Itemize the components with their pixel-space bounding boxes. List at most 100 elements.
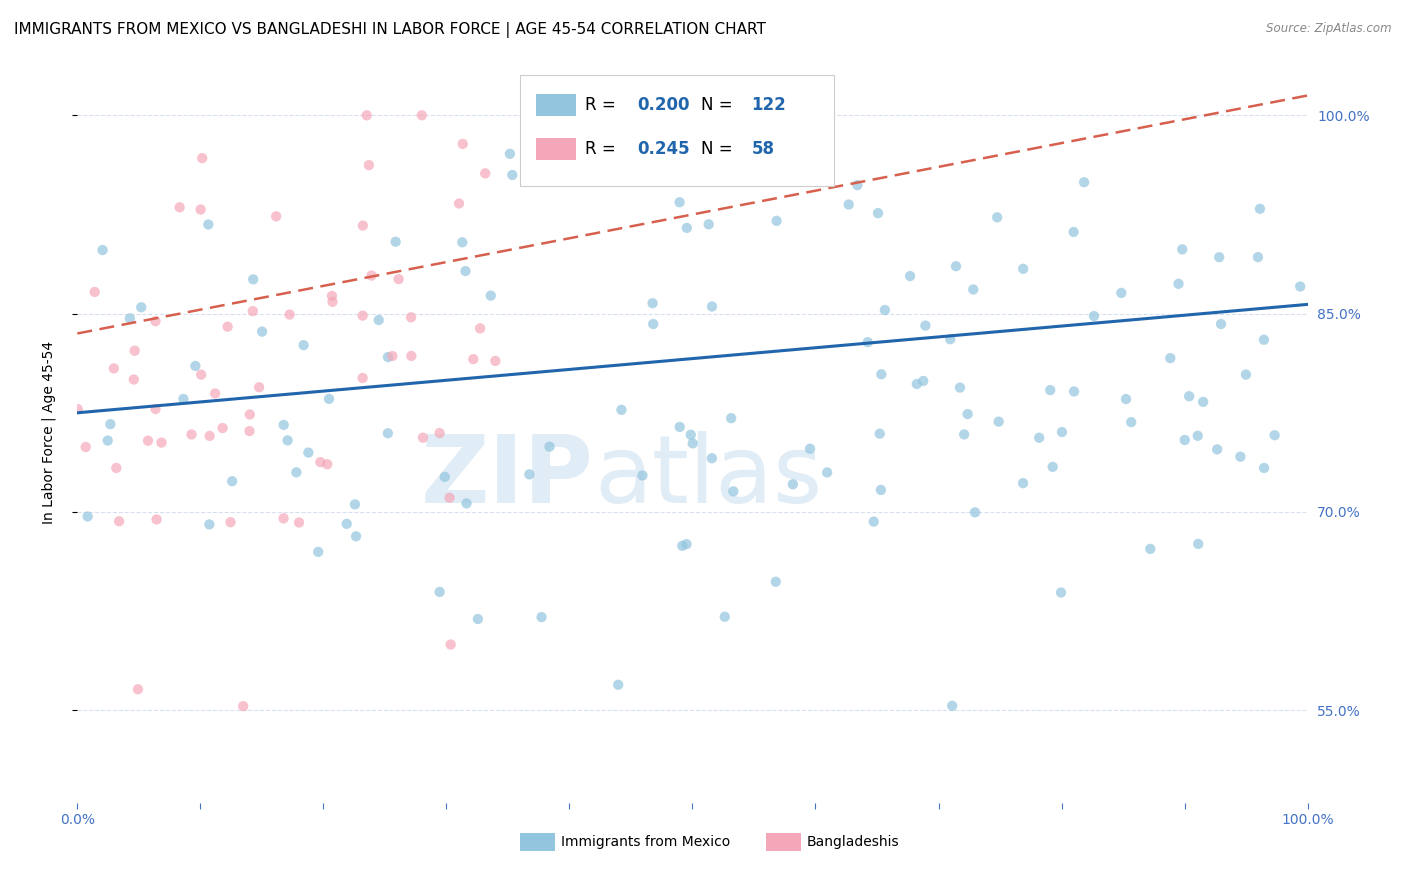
Point bbox=[273, 511, 295, 525]
Point bbox=[474, 166, 496, 180]
Bar bbox=[536, 94, 575, 116]
Point bbox=[1115, 392, 1137, 406]
Bar bbox=[536, 138, 575, 161]
Point bbox=[456, 496, 478, 510]
Point bbox=[285, 466, 308, 480]
Point bbox=[1253, 333, 1275, 347]
Point bbox=[180, 427, 202, 442]
Point bbox=[679, 427, 702, 442]
Point bbox=[401, 349, 423, 363]
Point bbox=[451, 136, 474, 151]
Point bbox=[1063, 384, 1085, 399]
Text: N =: N = bbox=[702, 95, 738, 113]
Point bbox=[307, 545, 329, 559]
Point bbox=[103, 361, 125, 376]
FancyBboxPatch shape bbox=[520, 75, 834, 186]
Point bbox=[1121, 415, 1143, 429]
Point bbox=[1247, 250, 1270, 264]
Point bbox=[641, 296, 664, 310]
Point bbox=[150, 435, 173, 450]
Point bbox=[941, 698, 963, 713]
Point bbox=[1187, 429, 1209, 443]
Point bbox=[411, 108, 433, 122]
Point bbox=[610, 402, 633, 417]
Point bbox=[1012, 261, 1035, 276]
Point bbox=[686, 95, 709, 109]
Point bbox=[1167, 277, 1189, 291]
Point bbox=[277, 434, 299, 448]
Point bbox=[242, 272, 264, 286]
Point bbox=[232, 699, 254, 714]
Point bbox=[484, 354, 506, 368]
Point bbox=[713, 609, 735, 624]
Point bbox=[1229, 450, 1251, 464]
Text: atlas: atlas bbox=[595, 431, 823, 523]
Point bbox=[352, 371, 374, 385]
Point bbox=[239, 408, 262, 422]
Text: R =: R = bbox=[585, 140, 621, 158]
Point bbox=[451, 235, 474, 250]
Text: 0.200: 0.200 bbox=[637, 95, 689, 113]
Point bbox=[399, 310, 422, 325]
Point bbox=[388, 272, 411, 286]
Point bbox=[799, 442, 821, 456]
Point bbox=[76, 509, 98, 524]
Point bbox=[700, 451, 723, 466]
Point bbox=[862, 515, 884, 529]
Point bbox=[447, 196, 470, 211]
Point bbox=[439, 491, 461, 505]
Point bbox=[377, 426, 399, 441]
Point bbox=[172, 392, 194, 406]
Point bbox=[136, 434, 159, 448]
Text: 0.245: 0.245 bbox=[637, 140, 690, 158]
Point bbox=[1050, 585, 1073, 599]
Text: 122: 122 bbox=[752, 95, 786, 113]
Point bbox=[124, 343, 146, 358]
Point bbox=[1171, 243, 1194, 257]
Point bbox=[344, 529, 367, 543]
Point bbox=[501, 168, 523, 182]
Point bbox=[321, 289, 343, 303]
Point bbox=[1012, 476, 1035, 491]
Point bbox=[870, 368, 893, 382]
Point bbox=[273, 417, 295, 432]
Point bbox=[433, 470, 456, 484]
Point bbox=[986, 211, 1008, 225]
Point bbox=[866, 206, 889, 220]
Point bbox=[198, 517, 221, 532]
Point bbox=[1083, 309, 1105, 323]
Point bbox=[211, 421, 233, 435]
Point bbox=[336, 516, 359, 531]
Point bbox=[956, 407, 979, 421]
Point bbox=[700, 300, 723, 314]
Point bbox=[765, 214, 787, 228]
Point bbox=[357, 158, 380, 172]
Point bbox=[217, 319, 239, 334]
Point bbox=[118, 311, 141, 326]
Point bbox=[75, 440, 97, 454]
Text: 58: 58 bbox=[752, 140, 775, 158]
Point bbox=[127, 682, 149, 697]
Point bbox=[682, 436, 704, 450]
Point bbox=[467, 612, 489, 626]
Point bbox=[530, 610, 553, 624]
Point bbox=[668, 195, 690, 210]
Point bbox=[184, 359, 207, 373]
Point bbox=[367, 313, 389, 327]
Point bbox=[949, 381, 972, 395]
Point bbox=[238, 424, 260, 438]
Point bbox=[838, 197, 860, 211]
Point bbox=[1042, 459, 1064, 474]
Point bbox=[129, 300, 152, 314]
Point bbox=[264, 210, 287, 224]
Point bbox=[987, 415, 1010, 429]
Point bbox=[643, 317, 665, 331]
Point bbox=[377, 350, 399, 364]
Point bbox=[288, 516, 311, 530]
Point bbox=[204, 386, 226, 401]
Point bbox=[352, 309, 374, 323]
Point bbox=[1209, 317, 1232, 331]
Point bbox=[190, 368, 212, 382]
Point bbox=[83, 285, 105, 299]
Point bbox=[765, 574, 787, 589]
